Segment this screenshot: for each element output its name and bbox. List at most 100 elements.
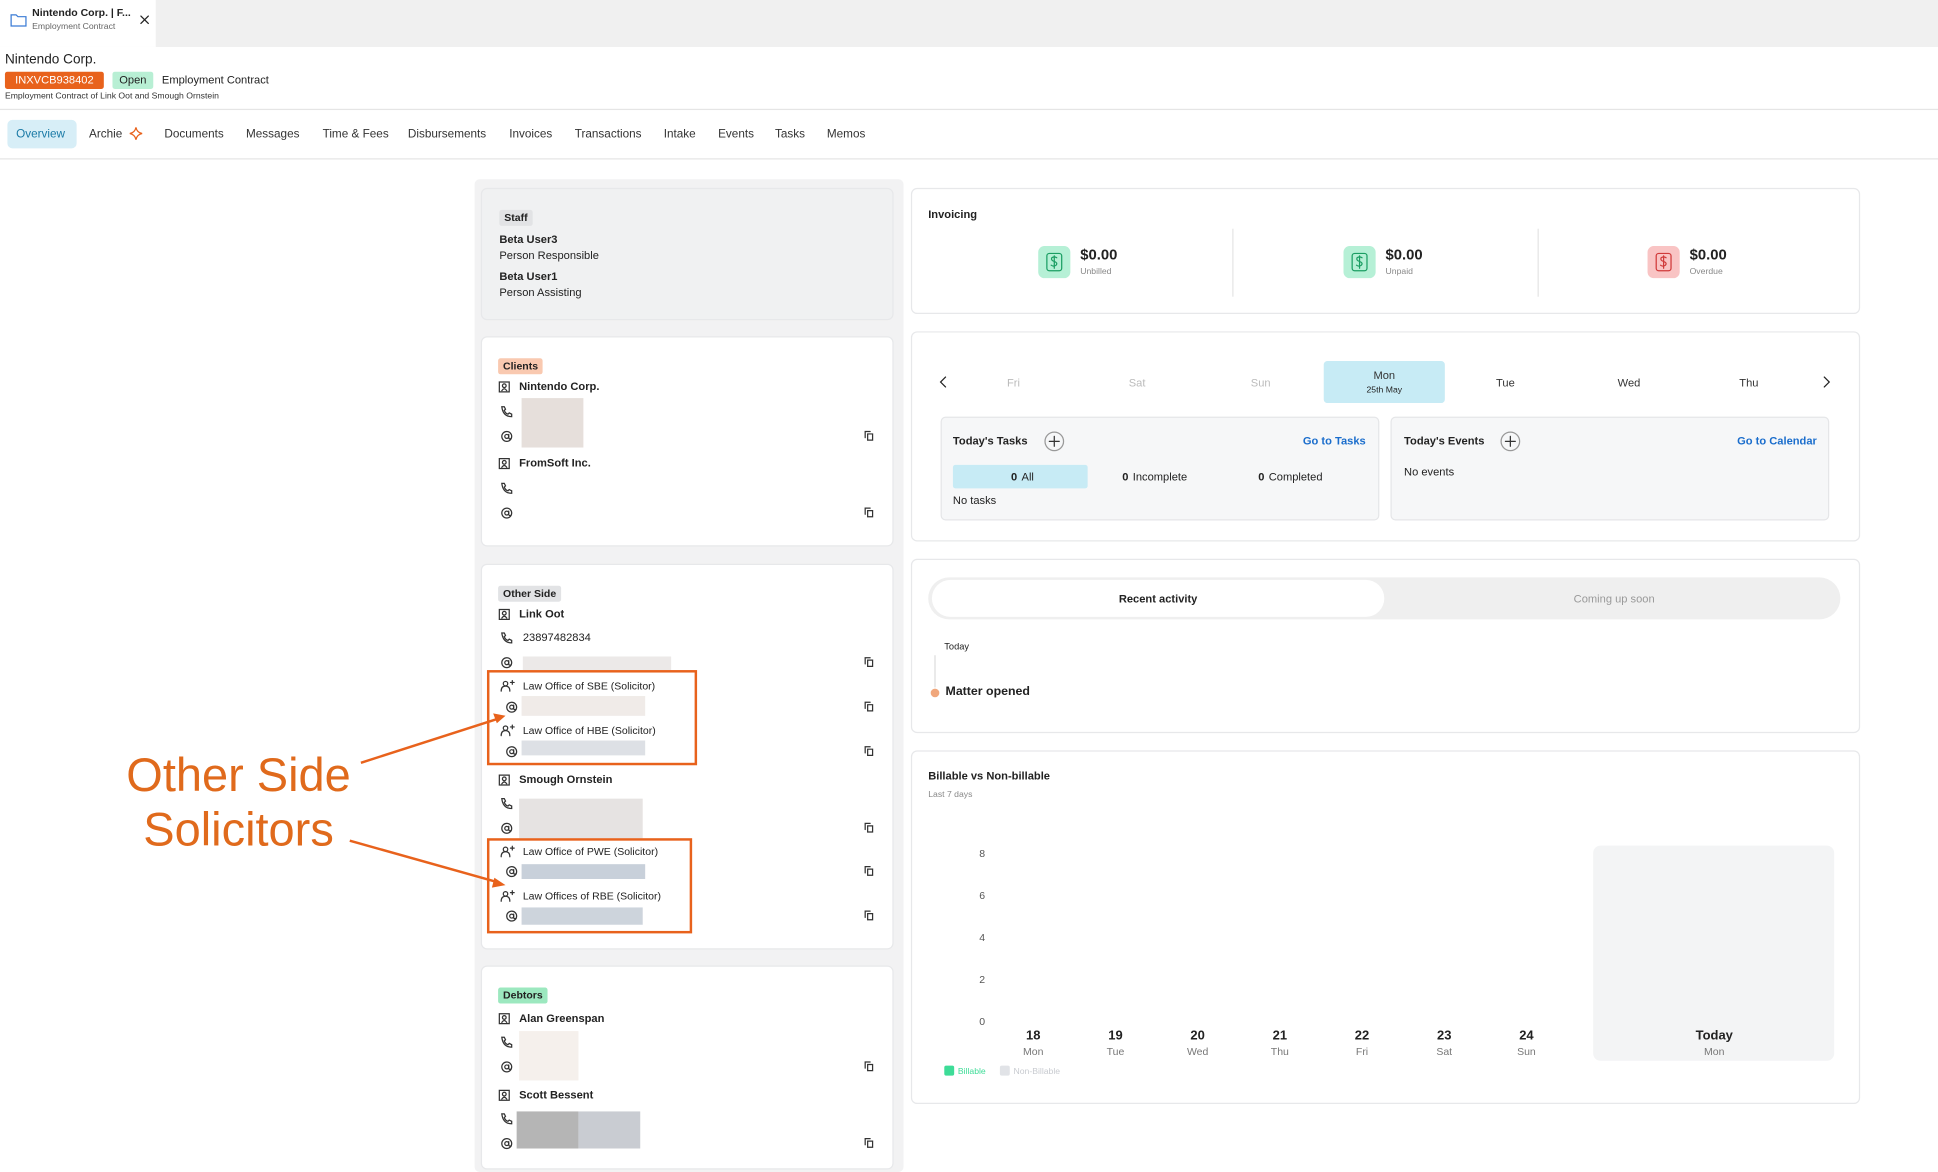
nav-tab[interactable]: Overview	[16, 127, 66, 141]
date: 25th May	[1366, 386, 1403, 395]
today-highlight	[1593, 845, 1835, 1061]
contact-name: FromSoft Inc.	[519, 456, 591, 470]
section-label: Staff	[499, 209, 533, 226]
empty-state: No events	[1404, 465, 1455, 478]
nav-tab[interactable]: Events	[718, 127, 754, 141]
client-name: Nintendo Corp.	[4, 52, 97, 68]
nav-tab[interactable]: Memos	[826, 127, 866, 141]
redacted	[578, 1111, 641, 1149]
day[interactable]: Thu	[1739, 376, 1759, 389]
timeline-dot	[930, 688, 940, 698]
nav-tab[interactable]: Intake	[663, 127, 696, 141]
invoice-amount: $0.00	[1689, 246, 1727, 264]
redacted	[521, 696, 646, 716]
divider	[1537, 228, 1539, 297]
contact-name: Link Oot	[519, 607, 565, 620]
tab-subtitle: Employment Contract	[32, 22, 116, 32]
card	[480, 187, 894, 321]
description: Employment Contract of Link Oot and Smou…	[4, 92, 219, 101]
solicitor-name: Law Offices of RBE (Solicitor)	[522, 889, 661, 903]
filter-label: Incomplete	[1132, 469, 1188, 483]
day[interactable]: Tue	[1496, 376, 1515, 389]
nav-tab[interactable]: Documents	[164, 127, 224, 141]
day-selected	[1323, 360, 1445, 404]
nav-tab[interactable]: Transactions	[574, 127, 642, 141]
invoice-label: Unpaid	[1385, 267, 1413, 277]
day[interactable]: Sat	[1128, 376, 1146, 389]
timeline	[934, 655, 936, 688]
invoice-amount: $0.00	[1385, 246, 1423, 264]
card-title: Invoicing	[928, 208, 978, 221]
redacted	[521, 398, 584, 448]
contact-name: Scott Bessent	[519, 1088, 594, 1101]
invoice-icon-bg	[1343, 246, 1376, 279]
invoice-icon-bg	[1647, 246, 1680, 279]
tab-title[interactable]: Nintendo Corp. | F...	[32, 5, 131, 19]
divider	[0, 108, 1938, 111]
nav-active	[7, 119, 77, 149]
redacted	[519, 1031, 579, 1081]
divider	[0, 158, 1938, 160]
day[interactable]: Sun	[1250, 376, 1271, 389]
redacted	[522, 656, 672, 671]
staff-role: Person Responsible	[499, 249, 599, 262]
invoice-icon-bg	[1038, 246, 1071, 279]
staff-name: Beta User1	[499, 270, 558, 283]
panel-title: Today's Events	[1404, 434, 1485, 447]
filter-active	[952, 464, 1088, 489]
filter-label: Completed	[1268, 469, 1323, 483]
section-label: Clients	[498, 358, 544, 374]
link[interactable]: Go to Calendar	[1737, 434, 1817, 447]
redacted	[516, 1111, 579, 1149]
panel-title: Today's Tasks	[952, 434, 1028, 447]
section-label: Debtors	[498, 987, 548, 1003]
activity-item: Matter opened	[945, 684, 1030, 699]
annotation: Solicitors	[143, 804, 334, 857]
invoice-amount: $0.00	[1080, 246, 1118, 264]
contact-name: Nintendo Corp.	[519, 380, 600, 393]
staff-role: Person Assisting	[499, 286, 582, 299]
nav-tab[interactable]: Archie	[88, 127, 123, 141]
day[interactable]: Fri	[1007, 376, 1020, 389]
contact-name: Smough Ornstein	[519, 773, 613, 786]
sparkle-icon	[129, 127, 143, 140]
annotation: Other Side	[126, 750, 351, 803]
empty-state: No tasks	[952, 493, 997, 507]
redacted	[521, 864, 646, 880]
chart-subtitle: Last 7 days	[928, 790, 973, 800]
nav-tab[interactable]: Time & Fees	[322, 127, 389, 141]
staff-name: Beta User3	[499, 233, 558, 246]
nav-tab[interactable]: Tasks	[774, 127, 805, 141]
divider	[1232, 228, 1234, 297]
filter-label: All	[1021, 469, 1034, 483]
link[interactable]: Go to Tasks	[1302, 434, 1366, 447]
toggle-option[interactable]: Coming up soon	[1573, 592, 1655, 605]
nav-tab[interactable]: Messages	[245, 127, 300, 141]
tab-bar	[0, 0, 1938, 47]
filter-count[interactable]: 0	[1011, 469, 1018, 483]
matter-type: Employment Contract	[161, 73, 269, 86]
matter-id-badge	[4, 71, 104, 90]
nav-tab[interactable]: Disbursements	[407, 127, 487, 141]
nav-tab[interactable]: Invoices	[509, 127, 553, 141]
invoice-label: Unbilled	[1080, 267, 1112, 277]
redacted	[519, 798, 643, 839]
solicitor-name: Law Office of SBE (Solicitor)	[522, 679, 656, 693]
chart-title: Billable vs Non-billable	[928, 769, 1050, 782]
filter-count[interactable]: 0	[1258, 469, 1265, 483]
redacted	[521, 907, 643, 925]
day[interactable]: Wed	[1617, 376, 1641, 389]
redacted	[521, 740, 646, 756]
solicitor-name: Law Office of HBE (Solicitor)	[522, 724, 656, 737]
section-label: Other Side	[498, 585, 562, 602]
toggle-option[interactable]: Recent activity	[1118, 592, 1198, 605]
toggle-active	[931, 579, 1385, 617]
solicitor-name: Law Office of PWE (Solicitor)	[522, 845, 659, 858]
matter-id: INXVCB938402	[15, 73, 94, 86]
filter-count[interactable]: 0	[1122, 469, 1129, 483]
status: Open	[119, 73, 147, 86]
day[interactable]: Mon	[1373, 369, 1396, 382]
events-panel	[1390, 416, 1830, 521]
